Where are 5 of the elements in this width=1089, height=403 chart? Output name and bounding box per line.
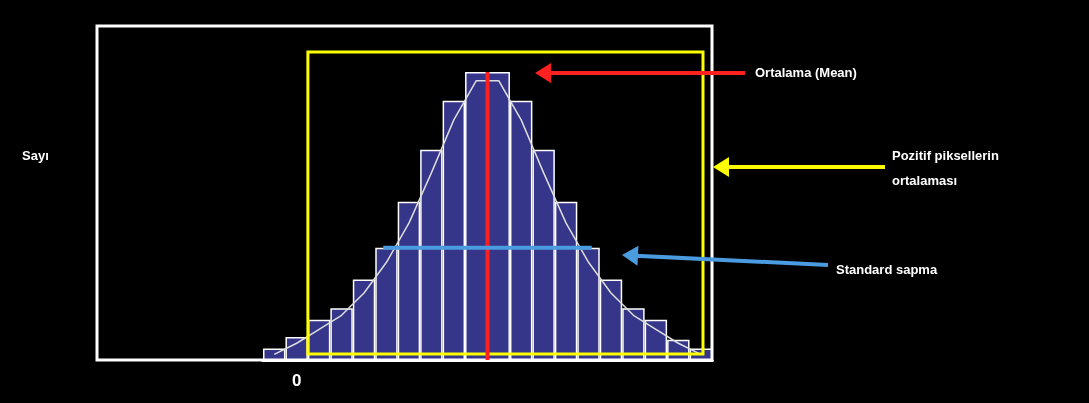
text: Pozitif piksellerin ortalaması [892, 147, 1000, 190]
text: Sayı [22, 147, 49, 165]
text: 0 [290, 370, 303, 392]
text: Ortalama (Mean) [755, 64, 857, 82]
text: Standard sapma [836, 261, 938, 279]
